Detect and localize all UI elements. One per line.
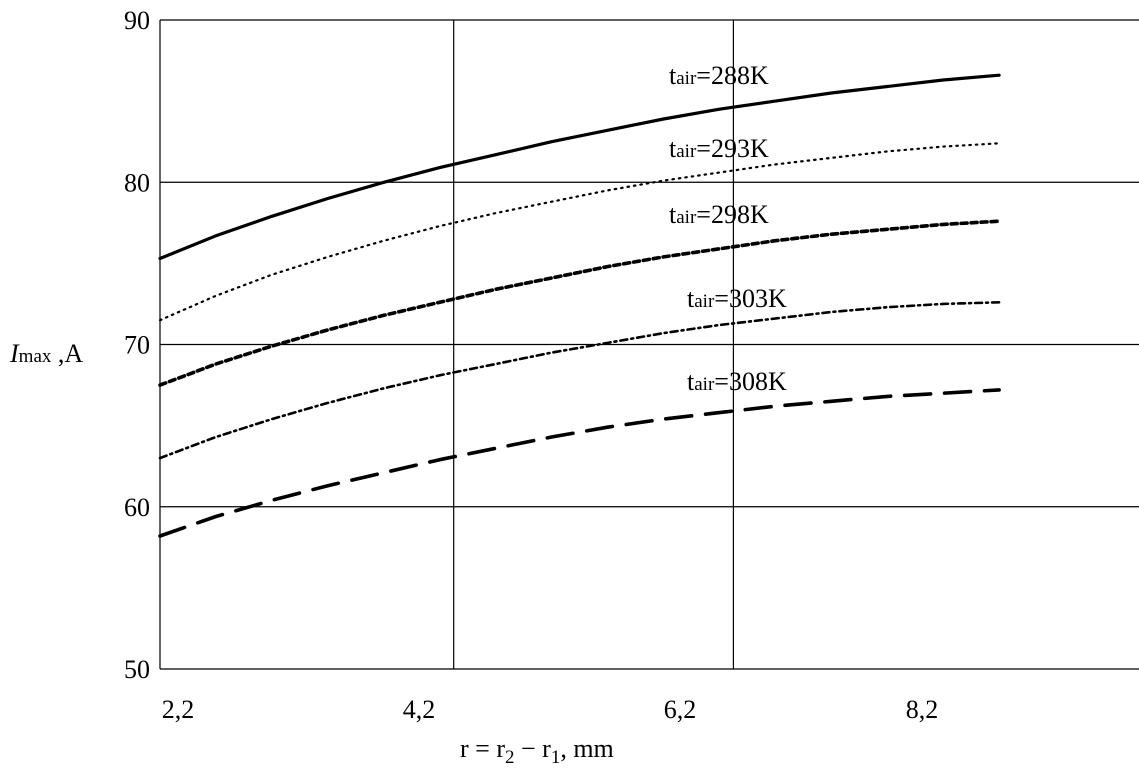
x-axis-title: r = r2 − r1, mm <box>460 734 614 768</box>
x-tick-label: 8,2 <box>906 695 939 724</box>
y-tick-label: 70 <box>124 331 150 360</box>
y-axis-title: Imax ,A <box>9 339 83 368</box>
x-tick-label: 4,2 <box>403 695 436 724</box>
series-labels: tair=288K tair=293K tair=298K tair=303K tair… <box>669 61 787 396</box>
x-tick-labels: 2,2 4,2 6,2 8,2 <box>162 695 939 724</box>
series-line-1 <box>158 73 1001 261</box>
y-tick-label: 80 <box>124 168 150 197</box>
y-tick-label: 60 <box>124 493 150 522</box>
grid-lines <box>160 20 1139 669</box>
x-tick-label: 6,2 <box>664 695 697 724</box>
y-tick-label: 90 <box>124 6 150 35</box>
y-tick-label: 50 <box>124 655 150 684</box>
series-label-5: tair=308K <box>687 367 787 396</box>
series-line-2 <box>158 142 1001 322</box>
series-label-1: tair=288K <box>669 61 769 90</box>
y-tick-labels: 50 60 70 80 90 <box>124 6 150 684</box>
x-tick-label: 2,2 <box>162 695 195 724</box>
plot-frame <box>159 19 1139 670</box>
series-line-5 <box>158 388 1001 538</box>
series-label-2: tair=293K <box>669 134 769 163</box>
series-label-3: tair=298K <box>669 200 769 229</box>
series-label-4: tair=303K <box>687 284 787 313</box>
series-line-4 <box>158 300 1001 460</box>
series-line-3 <box>158 219 1001 387</box>
series-lines <box>158 73 1001 538</box>
